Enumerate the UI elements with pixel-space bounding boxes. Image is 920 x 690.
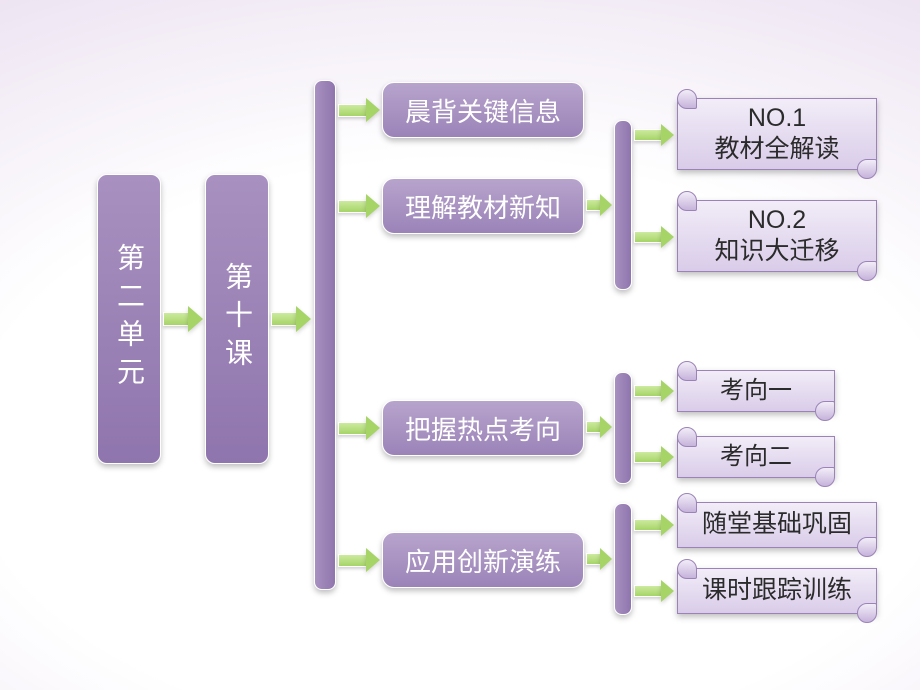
leaf-no2-line1: NO.2	[748, 205, 806, 236]
leaf-suitang-label: 随堂基础巩固	[702, 509, 852, 540]
leaf-keshi-label: 课时跟踪训练	[702, 575, 852, 606]
arrow-icon	[634, 514, 674, 536]
track-n2	[614, 120, 632, 290]
leaf-kaoxiang1[interactable]: 考向一	[677, 370, 835, 412]
leaf-kaoxiang1-label: 考向一	[720, 376, 792, 406]
arrow-icon	[586, 416, 612, 438]
arrow-icon	[634, 124, 674, 146]
leaf-kaoxiang2-label: 考向二	[720, 442, 792, 472]
arrow-icon	[634, 580, 674, 602]
node-lesson10[interactable]: 第十课	[205, 174, 269, 464]
leaf-no1[interactable]: NO.1 教材全解读	[677, 98, 877, 170]
leaf-no2[interactable]: NO.2 知识大迁移	[677, 200, 877, 272]
arrow-icon	[163, 306, 203, 332]
leaf-no1-line1: NO.1	[748, 103, 806, 134]
node-chenshou-label: 晨背关键信息	[405, 92, 561, 129]
node-bawo-label: 把握热点考向	[405, 410, 561, 447]
leaf-no2-line2: 知识大迁移	[714, 236, 839, 267]
track-n3	[614, 372, 632, 484]
node-unit2-label: 第二单元	[109, 243, 149, 395]
node-chenshou[interactable]: 晨背关键信息	[382, 82, 584, 138]
node-unit2[interactable]: 第二单元	[97, 174, 161, 464]
arrow-icon	[271, 306, 311, 332]
arrow-icon	[586, 548, 612, 570]
node-yingyong-label: 应用创新演练	[405, 542, 561, 579]
leaf-keshi[interactable]: 课时跟踪训练	[677, 568, 877, 614]
node-lesson10-label: 第十课	[217, 262, 257, 376]
leaf-no1-line2: 教材全解读	[714, 134, 839, 165]
leaf-suitang[interactable]: 随堂基础巩固	[677, 502, 877, 548]
track-n4	[614, 503, 632, 615]
arrow-icon	[338, 194, 380, 218]
node-lijie[interactable]: 理解教材新知	[382, 178, 584, 234]
node-bawo[interactable]: 把握热点考向	[382, 400, 584, 456]
track-main	[314, 80, 336, 590]
diagram-container: 第二单元 第十课 晨背关键信息 理解教材新知 把握热点考向 应用创新演练 NO.…	[0, 0, 920, 690]
arrow-icon	[338, 98, 380, 122]
node-lijie-label: 理解教材新知	[405, 188, 561, 225]
arrow-icon	[586, 194, 612, 216]
arrow-icon	[338, 416, 380, 440]
arrow-icon	[634, 446, 674, 468]
leaf-kaoxiang2[interactable]: 考向二	[677, 436, 835, 478]
arrow-icon	[634, 380, 674, 402]
arrow-icon	[338, 548, 380, 572]
node-yingyong[interactable]: 应用创新演练	[382, 532, 584, 588]
arrow-icon	[634, 226, 674, 248]
